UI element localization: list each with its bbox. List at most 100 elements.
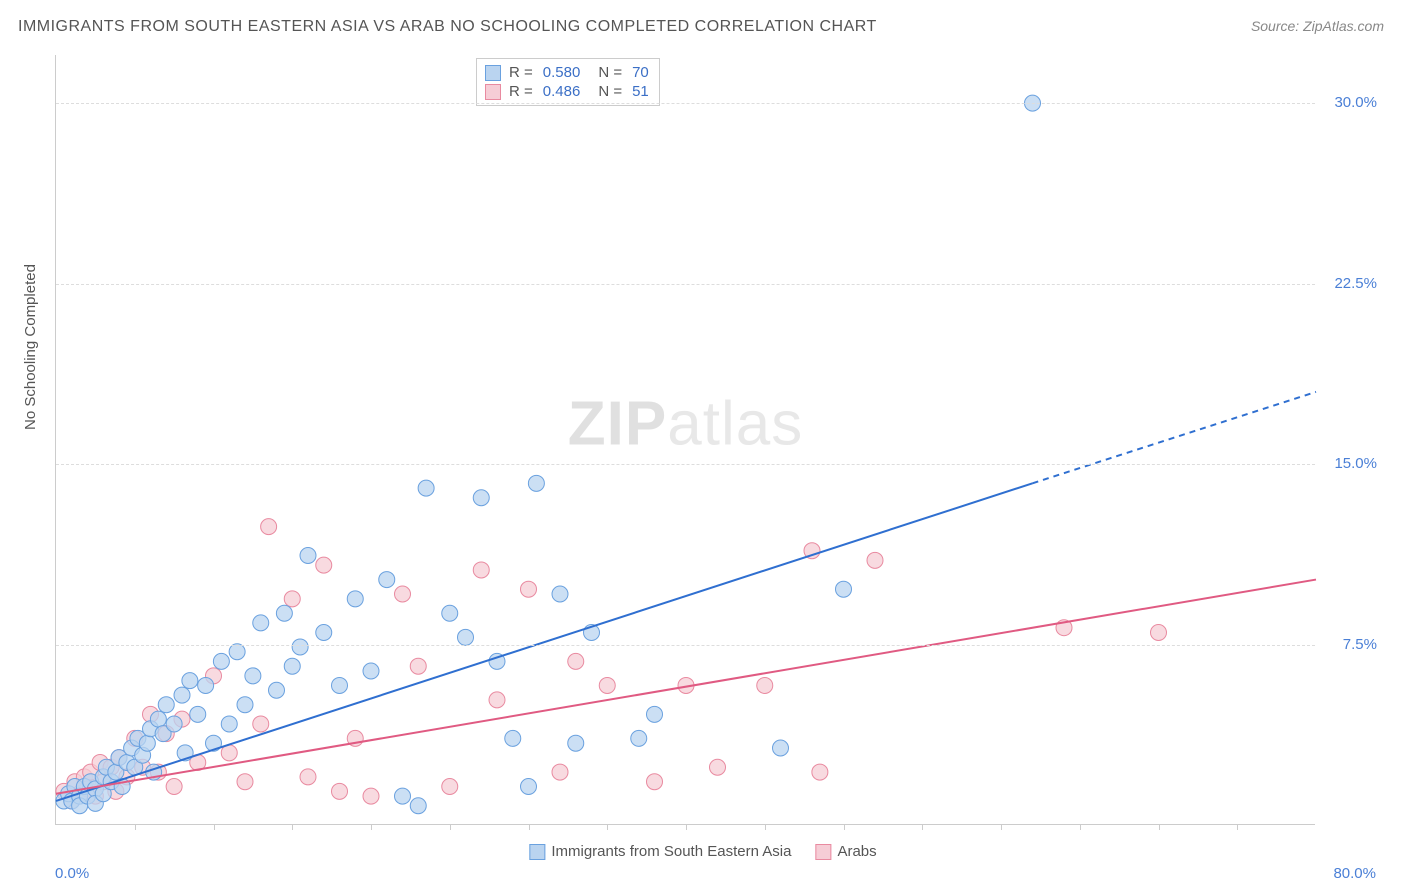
- data-point: [284, 658, 300, 674]
- data-point: [521, 581, 537, 597]
- legend-r-value: 0.580: [543, 64, 581, 81]
- x-tick: [686, 824, 687, 830]
- data-point: [190, 706, 206, 722]
- data-point: [198, 677, 214, 693]
- data-point: [276, 605, 292, 621]
- x-tick: [1080, 824, 1081, 830]
- data-point: [292, 639, 308, 655]
- legend-r-value: 0.486: [543, 83, 581, 100]
- legend-n-value: 70: [632, 64, 649, 81]
- trend-line: [56, 580, 1316, 794]
- data-point: [300, 769, 316, 785]
- data-point: [599, 677, 615, 693]
- series-legend: Immigrants from South Eastern AsiaArabs: [529, 843, 876, 860]
- trend-line-extrapolated: [1033, 392, 1317, 483]
- data-point: [552, 764, 568, 780]
- x-tick: [1001, 824, 1002, 830]
- legend-row: R = 0.580 N = 70: [485, 63, 649, 82]
- data-point: [166, 716, 182, 732]
- y-tick-label: 15.0%: [1334, 455, 1377, 472]
- y-tick-label: 30.0%: [1334, 94, 1377, 111]
- data-point: [363, 788, 379, 804]
- data-point: [521, 779, 537, 795]
- source-attribution: Source: ZipAtlas.com: [1251, 18, 1384, 34]
- data-point: [139, 735, 155, 751]
- x-tick: [292, 824, 293, 830]
- gridline: [56, 103, 1315, 104]
- data-point: [363, 663, 379, 679]
- y-tick-label: 22.5%: [1334, 275, 1377, 292]
- data-point: [245, 668, 261, 684]
- data-point: [757, 677, 773, 693]
- legend-item: Arabs: [815, 843, 876, 860]
- data-point: [269, 682, 285, 698]
- data-point: [300, 548, 316, 564]
- x-tick: [529, 824, 530, 830]
- data-point: [395, 586, 411, 602]
- legend-swatch: [529, 844, 545, 860]
- data-point: [253, 615, 269, 631]
- legend-r-label: R =: [509, 64, 533, 81]
- data-point: [473, 490, 489, 506]
- x-tick: [450, 824, 451, 830]
- x-tick: [135, 824, 136, 830]
- data-point: [347, 591, 363, 607]
- data-point: [410, 658, 426, 674]
- data-point: [836, 581, 852, 597]
- data-point: [442, 779, 458, 795]
- x-tick: [844, 824, 845, 830]
- data-point: [158, 697, 174, 713]
- x-axis-min-label: 0.0%: [55, 865, 89, 882]
- y-axis-label: No Schooling Completed: [22, 264, 39, 430]
- data-point: [867, 552, 883, 568]
- correlation-legend: R = 0.580 N = 70 R = 0.486 N = 51: [476, 58, 660, 106]
- data-point: [166, 779, 182, 795]
- data-point: [332, 783, 348, 799]
- data-point: [1151, 625, 1167, 641]
- legend-r-label: R =: [509, 83, 533, 100]
- data-point: [316, 557, 332, 573]
- data-point: [442, 605, 458, 621]
- data-point: [458, 629, 474, 645]
- x-axis-max-label: 80.0%: [1333, 865, 1376, 882]
- data-point: [773, 740, 789, 756]
- x-tick: [922, 824, 923, 830]
- data-point: [473, 562, 489, 578]
- x-tick: [1237, 824, 1238, 830]
- legend-n-label: N =: [598, 64, 622, 81]
- x-tick: [607, 824, 608, 830]
- data-point: [237, 697, 253, 713]
- legend-swatch: [485, 65, 501, 81]
- data-point: [150, 711, 166, 727]
- data-point: [237, 774, 253, 790]
- data-point: [528, 475, 544, 491]
- data-point: [710, 759, 726, 775]
- data-point: [174, 687, 190, 703]
- legend-n-label: N =: [598, 83, 622, 100]
- chart-title: IMMIGRANTS FROM SOUTH EASTERN ASIA VS AR…: [18, 18, 877, 36]
- data-point: [489, 692, 505, 708]
- data-point: [253, 716, 269, 732]
- plot-area: ZIPatlas R =0.580N =70R =0.486N =51 7.5%…: [55, 55, 1315, 825]
- x-tick: [214, 824, 215, 830]
- legend-swatch: [815, 844, 831, 860]
- data-point: [221, 716, 237, 732]
- data-point: [647, 706, 663, 722]
- gridline: [56, 645, 1315, 646]
- gridline: [56, 284, 1315, 285]
- data-point: [182, 673, 198, 689]
- x-tick: [371, 824, 372, 830]
- data-point: [332, 677, 348, 693]
- legend-row: R = 0.486 N = 51: [485, 82, 649, 101]
- data-point: [379, 572, 395, 588]
- data-point: [552, 586, 568, 602]
- data-point: [647, 774, 663, 790]
- legend-label: Arabs: [837, 843, 876, 860]
- legend-swatch: [485, 84, 501, 100]
- data-point: [229, 644, 245, 660]
- data-point: [316, 625, 332, 641]
- legend-n-value: 51: [632, 83, 649, 100]
- x-tick: [1159, 824, 1160, 830]
- data-point: [505, 730, 521, 746]
- x-tick: [765, 824, 766, 830]
